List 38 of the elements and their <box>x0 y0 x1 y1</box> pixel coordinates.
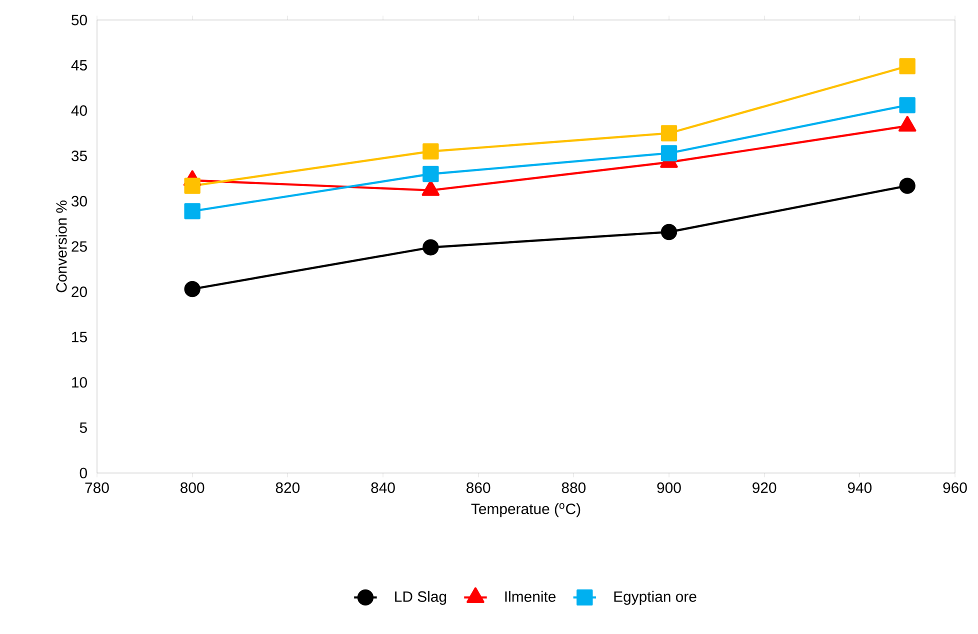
x-tick-label: 900 <box>657 482 681 494</box>
x-tick-label: 800 <box>180 482 204 494</box>
x-tick-label: 780 <box>85 482 109 494</box>
x-tick-label: 860 <box>466 482 490 494</box>
point <box>660 125 678 142</box>
y-tick-label: 25 <box>72 241 87 252</box>
y-tick-label: 0 <box>80 468 87 478</box>
point <box>660 224 678 240</box>
point <box>184 203 200 220</box>
point <box>899 97 916 114</box>
y-tick-label: 40 <box>71 105 87 116</box>
x-tick-label: 880 <box>562 482 586 494</box>
y-tick-label: 15 <box>72 332 87 342</box>
point <box>899 178 916 194</box>
y-tick-label: 5 <box>80 422 87 433</box>
point <box>422 166 439 182</box>
point <box>184 280 200 298</box>
x-tick-label: 840 <box>371 482 395 494</box>
y-tick-label: 10 <box>72 377 87 388</box>
x-tick-label: 960 <box>943 482 967 494</box>
x-axis-title: Temperatue ($^{o}$C) <box>471 503 580 518</box>
point <box>422 239 439 256</box>
y-tick-label: 45 <box>71 60 87 71</box>
y-tick-label: 35 <box>72 150 87 162</box>
legend-label: LD Slag <box>395 590 446 605</box>
x-tick-label: 940 <box>848 482 872 494</box>
y-axis-title: Conversion % <box>56 200 67 292</box>
legend-label: Egyptian ore <box>614 590 696 605</box>
point <box>899 58 916 74</box>
x-tick-label: 920 <box>752 482 776 494</box>
point <box>660 145 678 162</box>
point <box>184 178 200 194</box>
y-tick-label: 50 <box>72 14 87 26</box>
point <box>422 143 439 160</box>
y-tick-label: 30 <box>72 196 87 206</box>
y-tick-label: 20 <box>72 286 87 298</box>
legend-label: Ilmenite <box>505 590 556 602</box>
x-tick-label: 820 <box>276 482 300 494</box>
